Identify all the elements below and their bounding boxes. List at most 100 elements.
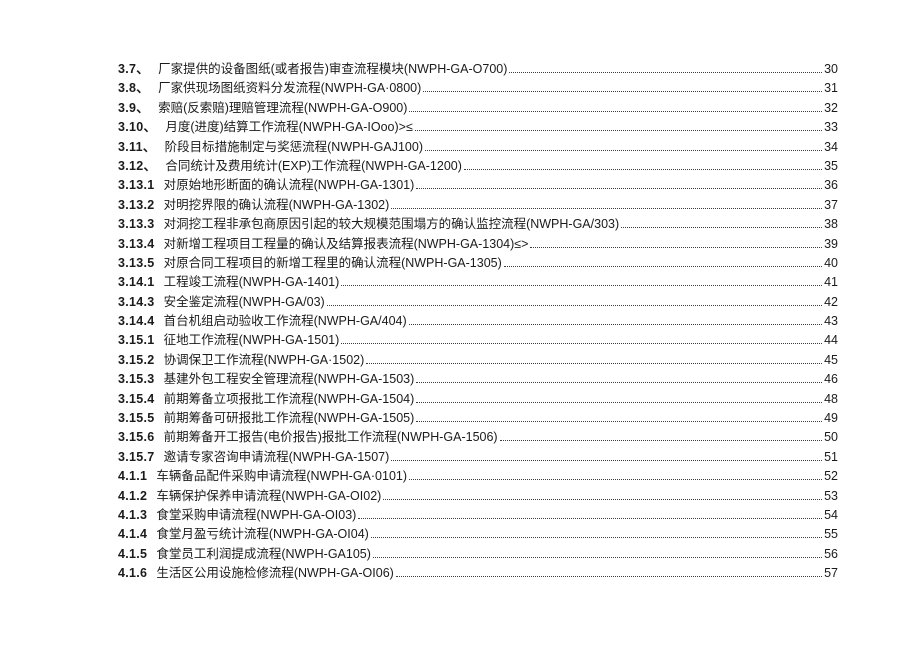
toc-entry-number: 3.8、 [118, 81, 150, 96]
toc-entry-number: 3.10、 [118, 120, 157, 135]
dot-leader [416, 400, 823, 403]
dot-leader [530, 245, 823, 248]
toc-entry-title: 对新增工程项目工程量的确认及结算报表流程(NWPH-GA-1304)≤> [163, 236, 529, 251]
toc-entry-page: 42 [824, 294, 838, 309]
dot-leader [341, 341, 823, 345]
toc-entry[interactable]: 3.15.6 前期筹备开工报告(电价报告)报批工作流程(NWPH-GA-1506… [118, 428, 838, 447]
dot-leader [409, 477, 823, 481]
toc-entry[interactable]: 3.15.2 协调保卫工作流程(NWPH-GA·1502) 45 [118, 351, 838, 370]
toc-entry[interactable]: 3.12、 合同统计及费用统计(EXP)工作流程(NWPH-GA-1200) 3… [118, 157, 838, 176]
toc-entry-title: 车辆备品配件采购申请流程(NWPH-GA·0101) [156, 469, 408, 484]
toc-entry-page: 30 [824, 62, 838, 76]
toc-entry-page: 32 [824, 100, 838, 115]
dot-leader [391, 206, 823, 209]
toc-entry-title: 邀请专家咨询申请流程(NWPH-GA-1507) [163, 449, 390, 464]
toc-entry-title: 协调保卫工作流程(NWPH-GA·1502) [163, 352, 365, 367]
dot-leader [409, 109, 823, 112]
toc-entry-title: 对原始地形断面的确认流程(NWPH-GA-1301) [163, 178, 415, 193]
dot-leader [408, 322, 823, 326]
toc-entry-page: 34 [824, 139, 838, 154]
toc-entry[interactable]: 3.13.2 对明挖界限的确认流程(NWPH-GA-1302) 37 [118, 196, 838, 215]
toc-entry-page: 50 [824, 430, 838, 445]
toc-entry-title: 前期筹备可研报批工作流程(NWPH-GA-1505) [163, 411, 415, 426]
toc-entry-page: 56 [824, 546, 838, 561]
table-of-contents: 3.7、 厂家提供的设备图纸(或者报告)审查流程模块(NWPH-GA-O700)… [118, 60, 838, 584]
dot-leader [366, 361, 823, 364]
toc-entry-page: 39 [824, 236, 838, 251]
dot-leader [416, 419, 823, 423]
dot-leader [326, 303, 823, 306]
toc-entry[interactable]: 3.15.5 前期筹备可研报批工作流程(NWPH-GA-1505) 49 [118, 409, 838, 428]
toc-entry[interactable]: 3.13.5 对原合同工程项目的新增工程里的确认流程(NWPH-GA-1305)… [118, 254, 838, 273]
toc-entry[interactable]: 3.7、 厂家提供的设备图纸(或者报告)审查流程模块(NWPH-GA-O700)… [118, 60, 838, 79]
toc-entry[interactable]: 3.10、 月度(进度)结算工作流程(NWPH-GA-IOoo)>≤ 33 [118, 118, 838, 137]
toc-entry-number: 3.12、 [118, 158, 157, 173]
toc-entry-title: 前期筹备开工报告(电价报告)报批工作流程(NWPH-GA-1506) [163, 430, 498, 445]
toc-entry-title: 前期筹备立项报批工作流程(NWPH-GA-1504) [163, 391, 415, 406]
toc-entry[interactable]: 3.15.1 征地工作流程(NWPH-GA-1501) 44 [118, 331, 838, 350]
toc-entry[interactable]: 3.15.7 邀请专家咨询申请流程(NWPH-GA-1507) 51 [118, 448, 838, 467]
toc-entry-number: 3.13.4 [118, 236, 155, 251]
toc-entry-number: 4.1.2 [118, 488, 148, 503]
toc-entry-page: 48 [824, 391, 838, 406]
dot-leader [621, 225, 823, 229]
toc-entry-number: 3.15.7 [118, 449, 155, 464]
toc-entry[interactable]: 3.13.3 对洞挖工程非承包商原因引起的较大规模范围塌方的确认监控流程(NWP… [118, 215, 838, 234]
toc-entry-page: 33 [824, 120, 838, 135]
toc-entry[interactable]: 3.14.4 首台机组启动验收工作流程(NWPH-GA/404) 43 [118, 312, 838, 331]
toc-entry-number: 3.15.3 [118, 372, 155, 387]
toc-entry-page: 51 [824, 449, 838, 464]
toc-entry-number: 3.9、 [118, 100, 150, 115]
toc-entry[interactable]: 3.13.1 对原始地形断面的确认流程(NWPH-GA-1301) 36 [118, 176, 838, 195]
toc-entry-title: 对明挖界限的确认流程(NWPH-GA-1302) [163, 197, 390, 212]
toc-entry-number: 3.15.4 [118, 391, 155, 406]
toc-entry-title: 月度(进度)结算工作流程(NWPH-GA-IOoo)>≤ [165, 120, 413, 135]
dot-leader [414, 128, 823, 132]
toc-entry[interactable]: 3.11、 阶段目标措施制定与奖惩流程(NWPH-GAJ100) 34 [118, 138, 838, 157]
toc-entry-number: 4.1.4 [118, 527, 148, 542]
toc-entry[interactable]: 3.13.4 对新增工程项目工程量的确认及结算报表流程(NWPH-GA-1304… [118, 235, 838, 254]
toc-entry[interactable]: 4.1.4 食堂月盈亏统计流程(NWPH-GA-OI04) 55 [118, 525, 838, 544]
toc-entry-number: 3.15.2 [118, 352, 155, 367]
toc-entry[interactable]: 3.15.3 基建外包工程安全管理流程(NWPH-GA-1503) 46 [118, 370, 838, 389]
toc-entry[interactable]: 3.8、 厂家供现场图纸资料分发流程(NWPH-GA·0800) 31 [118, 79, 838, 98]
toc-entry-number: 3.13.3 [118, 217, 155, 232]
dot-leader [425, 148, 823, 151]
toc-entry-page: 37 [824, 197, 838, 212]
toc-entry-number: 3.13.2 [118, 197, 155, 212]
toc-entry-title: 对原合同工程项目的新增工程里的确认流程(NWPH-GA-1305) [163, 255, 502, 270]
toc-entry[interactable]: 3.9、 索赔(反索赔)理赔管理流程(NWPH-GA-O900) 32 [118, 99, 838, 118]
toc-entry-title: 食堂员工利润提成流程(NWPH-GA105) [156, 546, 371, 561]
dot-leader [358, 516, 823, 519]
toc-entry-page: 35 [824, 158, 838, 173]
toc-entry[interactable]: 3.14.1 工程竣工流程(NWPH-GA-1401) 41 [118, 273, 838, 292]
toc-entry[interactable]: 4.1.2 车辆保护保养申请流程(NWPH-GA-OI02) 53 [118, 487, 838, 506]
toc-entry[interactable]: 4.1.6 生活区公用设施检修流程(NWPH-GA-OI06) 57 [118, 564, 838, 583]
toc-entry-number: 3.13.5 [118, 255, 155, 270]
toc-entry-number: 3.14.1 [118, 275, 155, 290]
toc-entry-title: 首台机组启动验收工作流程(NWPH-GA/404) [163, 314, 407, 329]
toc-entry-title: 车辆保护保养申请流程(NWPH-GA-OI02) [156, 488, 382, 503]
toc-entry-page: 57 [824, 566, 838, 581]
toc-entry-number: 4.1.3 [118, 507, 148, 522]
toc-entry[interactable]: 4.1.3 食堂采购申请流程(NWPH-GA-OI03) 54 [118, 506, 838, 525]
toc-entry[interactable]: 3.15.4 前期筹备立项报批工作流程(NWPH-GA-1504) 48 [118, 390, 838, 409]
dot-leader [383, 497, 823, 500]
toc-entry[interactable]: 3.14.3 安全鉴定流程(NWPH-GA/03) 42 [118, 293, 838, 312]
toc-entry[interactable]: 4.1.1 车辆备品配件采购申请流程(NWPH-GA·0101) 52 [118, 467, 838, 486]
toc-entry-title: 工程竣工流程(NWPH-GA-1401) [163, 275, 340, 290]
toc-entry-number: 3.11、 [118, 139, 156, 154]
toc-entry-title: 安全鉴定流程(NWPH-GA/03) [163, 294, 325, 309]
dot-leader [341, 283, 823, 287]
toc-entry[interactable]: 4.1.5 食堂员工利润提成流程(NWPH-GA105) 56 [118, 545, 838, 564]
toc-entry-page: 49 [824, 411, 838, 426]
dot-leader [503, 264, 823, 267]
toc-entry-number: 3.14.3 [118, 294, 155, 309]
toc-entry-title: 对洞挖工程非承包商原因引起的较大规模范围塌方的确认监控流程(NWPH-GA/30… [163, 217, 620, 232]
toc-entry-number: 3.15.5 [118, 411, 155, 426]
toc-entry-page: 46 [824, 372, 838, 387]
dot-leader [499, 438, 823, 442]
toc-entry-title: 食堂月盈亏统计流程(NWPH-GA-OI04) [156, 527, 369, 542]
toc-entry-page: 45 [824, 352, 838, 367]
